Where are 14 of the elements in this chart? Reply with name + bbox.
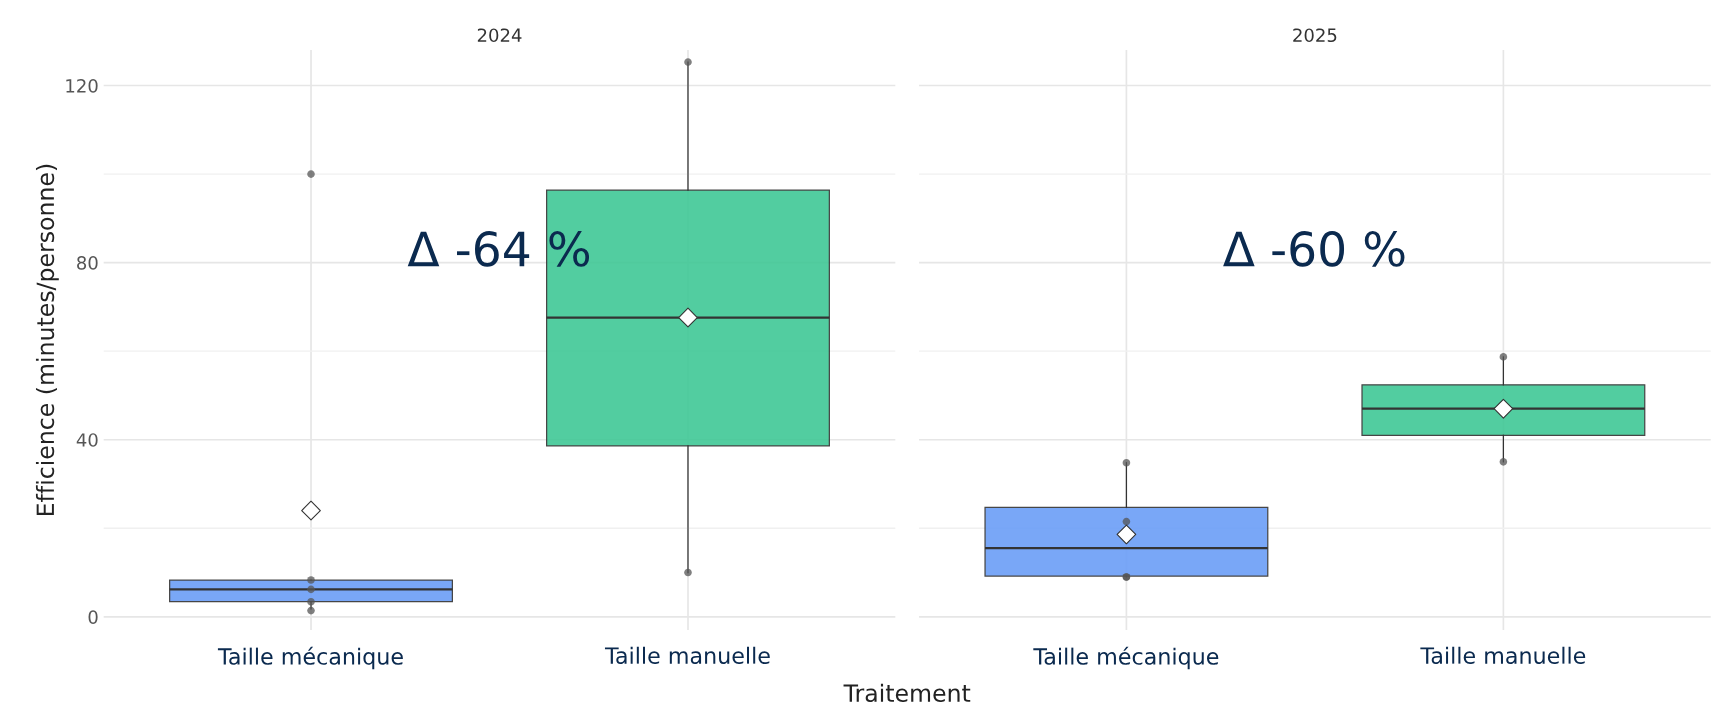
y-axis-title: Efficience (minutes/personne): [35, 164, 59, 516]
annotation: Δ -60 %: [1223, 231, 1405, 267]
annotation: Δ -64 %: [407, 231, 590, 267]
y-tick-label: 120: [66, 79, 98, 93]
y-tick-label: 80: [77, 256, 98, 270]
x-tick-label: Taille mécanique: [217, 646, 403, 670]
chart-title: 2025: [1293, 28, 1337, 43]
x-tick-label: Taille mécanique: [1033, 646, 1219, 670]
chart-title: 2024: [477, 28, 522, 43]
y-tick-label: 40: [76, 433, 98, 447]
x-tick-label: Taille manuelle: [604, 646, 770, 664]
y-tick-label: 0: [88, 610, 98, 624]
x-tick-label: Taille manuelle: [1420, 646, 1586, 664]
x-axis-title: Traitement: [843, 683, 971, 703]
